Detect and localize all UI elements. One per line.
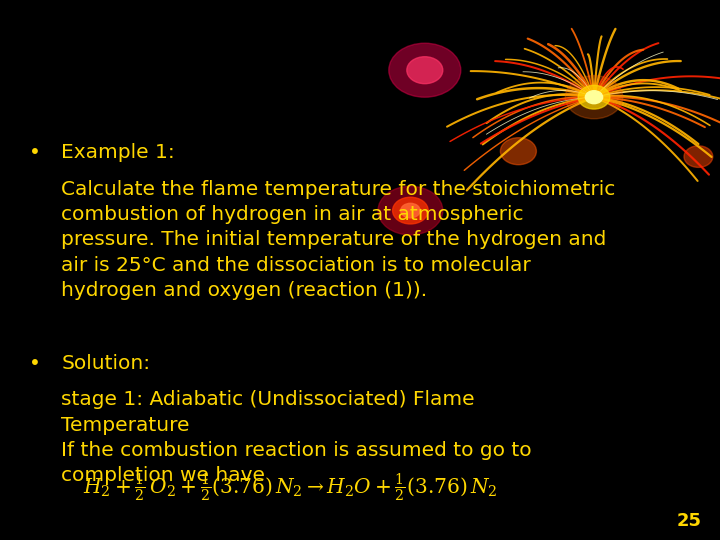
Text: •: • [29,354,40,373]
Text: Calculate the flame temperature for the stoichiometric
combustion of hydrogen in: Calculate the flame temperature for the … [61,180,616,300]
Text: Solution:: Solution: [61,354,150,373]
Circle shape [392,197,428,224]
Circle shape [578,85,610,109]
Circle shape [378,186,443,235]
Circle shape [500,138,536,165]
Circle shape [585,91,603,104]
Text: •: • [29,143,40,162]
Text: $H_2 + \frac{1}{2}\,O_2 + \frac{1}{2}(3.76)\,N_2 \rightarrow H_2O + \frac{1}{2}(: $H_2 + \frac{1}{2}\,O_2 + \frac{1}{2}(3.… [83,472,497,504]
Circle shape [565,76,623,119]
Text: stage 1: Adiabatic (Undissociated) Flame
Temperature
If the combustion reaction : stage 1: Adiabatic (Undissociated) Flame… [61,390,532,485]
Circle shape [407,57,443,84]
Circle shape [389,43,461,97]
Text: 25: 25 [677,512,702,530]
Circle shape [400,203,420,218]
Circle shape [684,146,713,167]
Text: Example 1:: Example 1: [61,143,175,162]
